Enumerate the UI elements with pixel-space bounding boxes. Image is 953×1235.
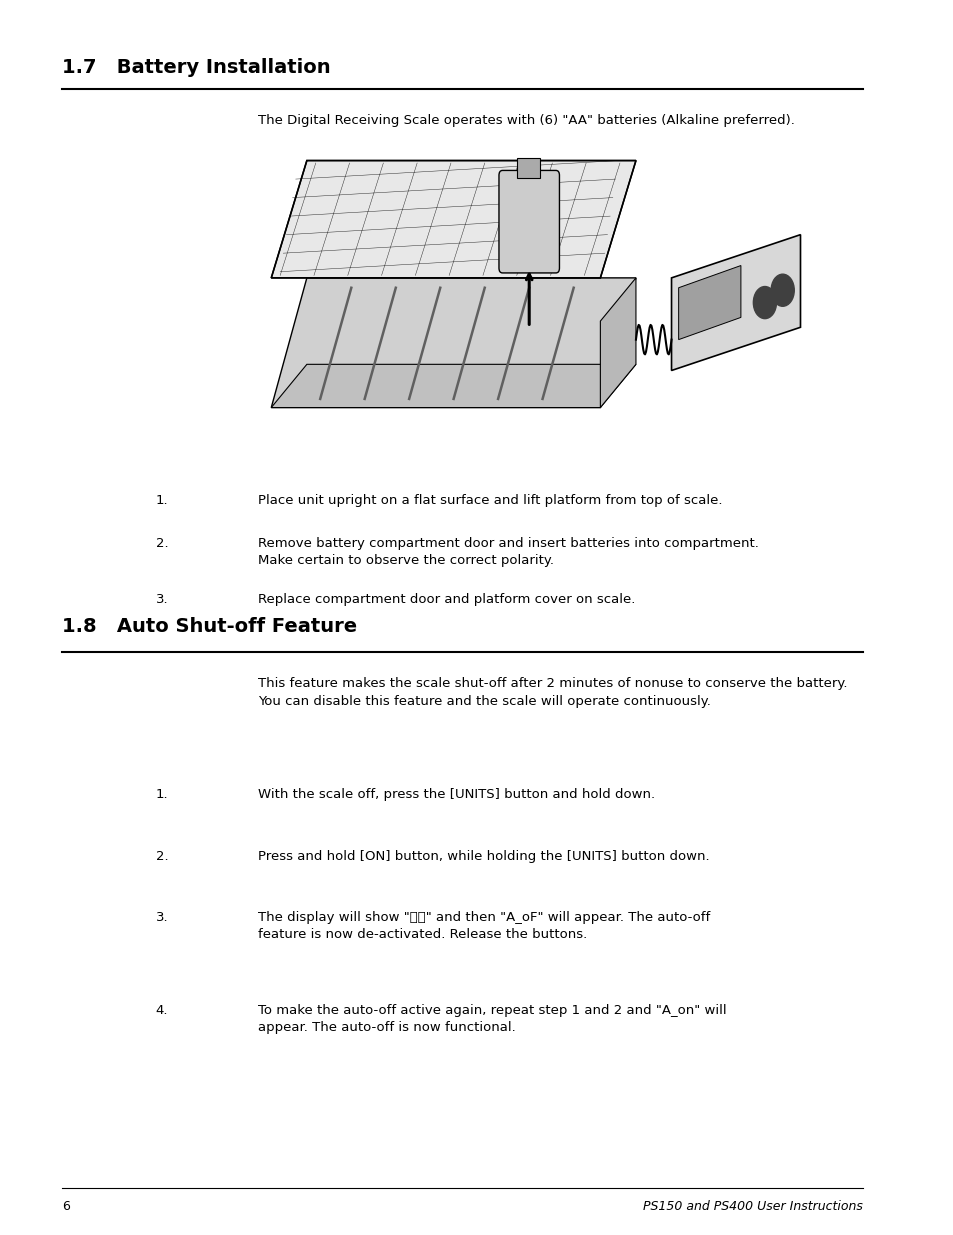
Text: To make the auto-off active again, repeat step 1 and 2 and "Α_on" will
appear. T: To make the auto-off active again, repea… <box>257 1004 726 1034</box>
Polygon shape <box>678 266 740 340</box>
Text: 1.: 1. <box>155 788 168 802</box>
Text: This feature makes the scale shut-off after 2 minutes of nonuse to conserve the : This feature makes the scale shut-off af… <box>257 677 846 708</box>
Text: Place unit upright on a flat surface and lift platform from top of scale.: Place unit upright on a flat surface and… <box>257 494 721 508</box>
Polygon shape <box>271 161 636 278</box>
FancyBboxPatch shape <box>498 170 558 273</box>
Text: PS150 and PS400 User Instructions: PS150 and PS400 User Instructions <box>642 1200 862 1214</box>
Text: Remove battery compartment door and insert batteries into compartment.
Make cert: Remove battery compartment door and inse… <box>257 537 758 567</box>
Text: 6: 6 <box>62 1200 71 1214</box>
Text: The display will show "袈袈" and then "Α_οF" will appear. The auto-off
feature is : The display will show "袈袈" and then "Α_ο… <box>257 911 709 941</box>
Text: Press and hold [ON] button, while holding the [UNITS] button down.: Press and hold [ON] button, while holdin… <box>257 850 709 863</box>
Text: 3.: 3. <box>155 911 168 925</box>
Text: Replace compartment door and platform cover on scale.: Replace compartment door and platform co… <box>257 593 635 606</box>
Text: 3.: 3. <box>155 593 168 606</box>
Polygon shape <box>599 278 636 408</box>
Text: 4.: 4. <box>155 1004 168 1018</box>
FancyBboxPatch shape <box>517 158 539 178</box>
Circle shape <box>770 274 794 306</box>
Text: 1.: 1. <box>155 494 168 508</box>
Text: 2.: 2. <box>155 850 168 863</box>
Polygon shape <box>271 278 636 408</box>
Text: 1.7   Battery Installation: 1.7 Battery Installation <box>62 58 331 77</box>
Circle shape <box>753 287 776 319</box>
Polygon shape <box>271 364 636 408</box>
Text: 1.8   Auto Shut-off Feature: 1.8 Auto Shut-off Feature <box>62 618 357 636</box>
Text: With the scale off, press the [UNITS] button and hold down.: With the scale off, press the [UNITS] bu… <box>257 788 655 802</box>
Text: 2.: 2. <box>155 537 168 551</box>
Text: The Digital Receiving Scale operates with (6) "AA" batteries (Alkaline preferred: The Digital Receiving Scale operates wit… <box>257 114 794 127</box>
Polygon shape <box>671 235 800 370</box>
